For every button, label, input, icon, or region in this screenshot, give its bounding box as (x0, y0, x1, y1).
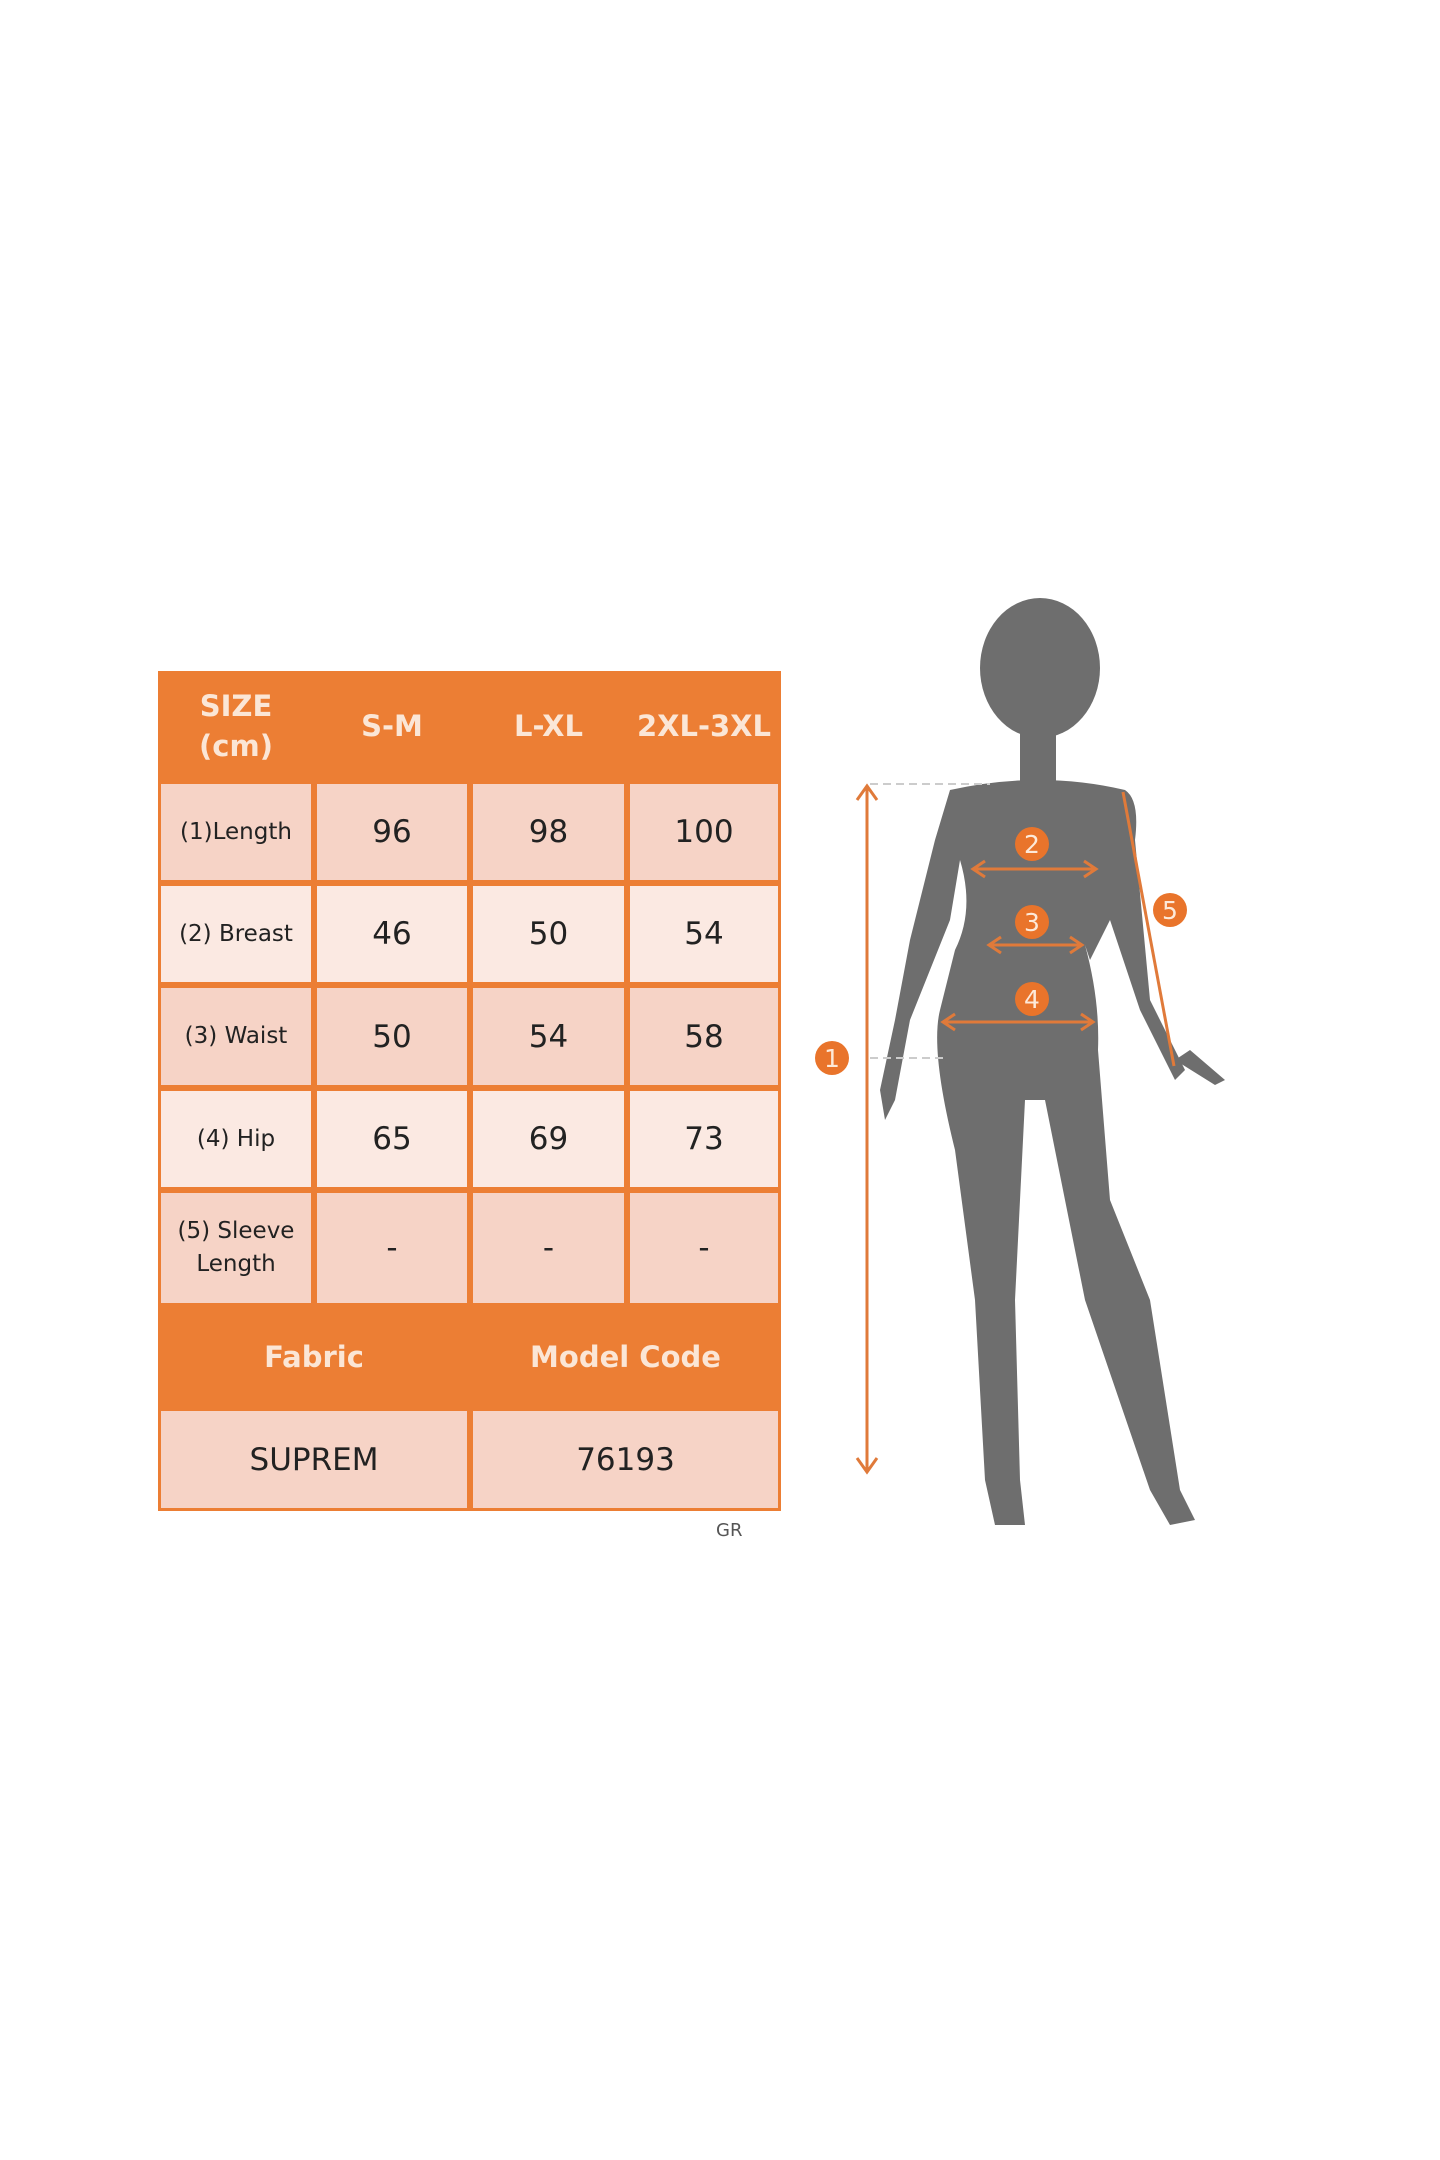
marker-circle (815, 1041, 849, 1075)
row-label: (5) Sleeve Length (161, 1193, 311, 1303)
measurement-value: 69 (473, 1091, 624, 1187)
measurement-arrows (855, 783, 1176, 1475)
silhouette (880, 598, 1225, 1525)
fabric-value: SUPREM (161, 1411, 467, 1508)
measurement-value: 46 (317, 886, 467, 982)
size-column-header: 2XL-3XL (636, 709, 772, 743)
measurement-value: 65 (317, 1091, 467, 1187)
measurement-value: 96 (317, 784, 467, 880)
row-label: (2) Breast (161, 886, 311, 982)
measurement-value: 54 (473, 988, 624, 1085)
footnote: GR (716, 1520, 743, 1541)
measurement-value: 58 (630, 988, 778, 1085)
marker-circle (1015, 905, 1049, 939)
marker-number: 5 (1162, 896, 1178, 925)
measurement-value: 50 (473, 886, 624, 982)
row-label: (4) Hip (161, 1091, 311, 1187)
marker-number: 1 (824, 1044, 840, 1073)
marker-number: 3 (1024, 908, 1040, 937)
model-code-header: Model Code (530, 1340, 721, 1374)
marker-circle (1015, 827, 1049, 861)
measurement-value: 50 (317, 988, 467, 1085)
model-code-value: 76193 (473, 1411, 778, 1508)
measurement-markers: 1 2 3 4 5 (815, 827, 1187, 1075)
size-chart-table: SIZE (cm) S-M L-XL 2XL-3XL (1)Length 96 98 100 (… (158, 671, 781, 1511)
measurement-value: 98 (473, 784, 624, 880)
measurement-value: - (473, 1193, 624, 1303)
fabric-header: Fabric (264, 1340, 364, 1374)
measurement-value: - (630, 1193, 778, 1303)
size-column-header: S-M (361, 709, 423, 743)
measurement-value: 54 (630, 886, 778, 982)
marker-number: 4 (1024, 985, 1040, 1014)
row-label: (3) Waist (161, 988, 311, 1085)
marker-number: 2 (1024, 830, 1040, 859)
measurement-value: 100 (630, 784, 778, 880)
marker-circle (1015, 982, 1049, 1016)
measurement-value: 73 (630, 1091, 778, 1187)
size-column-header: L-XL (514, 709, 583, 743)
size-header-label: SIZE (cm) (199, 689, 273, 763)
marker-circle (1153, 893, 1187, 927)
row-label: (1)Length (161, 784, 311, 880)
measurement-value: - (317, 1193, 467, 1303)
